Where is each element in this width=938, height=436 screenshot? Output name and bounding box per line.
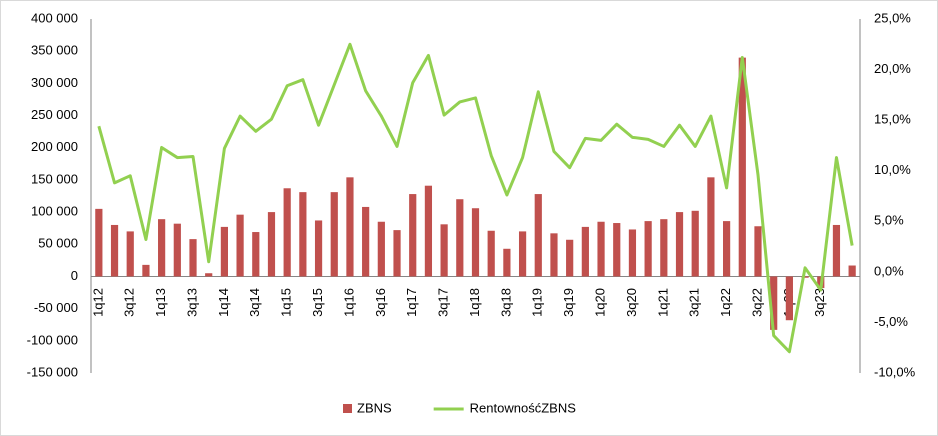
bar — [534, 194, 542, 277]
bar — [346, 177, 354, 277]
y-tick-label: 150 000 — [31, 171, 78, 186]
bar — [487, 230, 495, 277]
bar — [330, 192, 338, 277]
bar — [848, 265, 856, 277]
x-tick-label: 1q14 — [216, 288, 231, 317]
y2-tick-label: 0,0% — [874, 263, 904, 278]
bar — [267, 212, 276, 277]
bar — [503, 248, 511, 277]
bar — [95, 208, 103, 277]
bar — [158, 219, 166, 277]
bar — [770, 276, 778, 330]
bar — [409, 194, 417, 277]
bar — [691, 210, 699, 277]
x-tick-label: 1q21 — [655, 288, 670, 317]
y-tick-label: 350 000 — [31, 43, 78, 58]
y2-tick-label: -10,0% — [874, 364, 916, 379]
bar — [581, 226, 589, 277]
bar — [314, 220, 323, 277]
x-tick-label: 3q22 — [749, 288, 764, 317]
bar — [723, 221, 731, 277]
bar — [283, 188, 291, 277]
bar — [236, 214, 244, 277]
x-tick-label: 1q22 — [718, 288, 733, 317]
x-tick-label: 3q15 — [310, 288, 325, 317]
y-tick-label: 0 — [71, 268, 78, 283]
bar — [566, 239, 574, 277]
bar — [456, 199, 464, 277]
bar — [738, 57, 746, 277]
bar — [362, 206, 370, 277]
bar — [675, 212, 684, 277]
bar — [189, 239, 197, 277]
bar — [252, 232, 260, 277]
bar — [613, 223, 621, 277]
x-tick-label: 1q12 — [90, 288, 105, 317]
x-tick-label: 3q20 — [624, 288, 639, 317]
x-tick-label: 1q15 — [279, 288, 294, 317]
x-tick-label: 1q20 — [592, 288, 607, 317]
y2-tick-label: 5,0% — [874, 213, 904, 228]
line — [97, 42, 854, 354]
bar — [377, 221, 385, 277]
y-tick-label: -100 000 — [27, 332, 78, 347]
x-tick-label: 3q19 — [561, 288, 576, 317]
x-tick-label: 3q14 — [247, 288, 262, 317]
x-tick-label: 1q13 — [153, 288, 168, 317]
bar — [628, 229, 637, 277]
bar — [142, 264, 150, 277]
x-tick-label: 3q13 — [184, 288, 199, 317]
bar — [471, 208, 480, 277]
y-tick-label: 250 000 — [31, 107, 78, 122]
y-tick-label: -150 000 — [27, 364, 78, 379]
y-tick-label: 200 000 — [31, 139, 78, 154]
bar — [205, 273, 213, 277]
x-tick-label: 1q19 — [530, 288, 545, 317]
bar — [707, 177, 715, 277]
y2-tick-label: -5,0% — [874, 314, 908, 329]
x-tick-label: 1q18 — [467, 288, 482, 317]
x-tick-label: 3q18 — [498, 288, 513, 317]
y-tick-label: 300 000 — [31, 75, 78, 90]
bar — [644, 221, 652, 277]
bar — [518, 231, 527, 277]
bar — [550, 233, 558, 277]
bar — [754, 226, 762, 277]
y2-tick-label: 10,0% — [874, 162, 911, 177]
bar — [220, 226, 228, 277]
x-tick-label: 1q16 — [341, 288, 356, 317]
bar — [660, 219, 668, 277]
bar — [393, 230, 401, 277]
bar — [597, 221, 605, 277]
y-tick-label: 400 000 — [31, 10, 78, 25]
x-tick-label: 3q16 — [373, 288, 388, 317]
y2-tick-label: 25,0% — [874, 10, 911, 25]
y2-tick-label: 20,0% — [874, 61, 911, 76]
legend-label: ZBNS — [357, 400, 392, 415]
legend-swatch — [343, 404, 352, 413]
x-tick-label: 3q17 — [436, 288, 451, 317]
bar — [424, 185, 433, 277]
bar — [440, 224, 448, 277]
bar — [785, 276, 793, 321]
y-tick-label: 50 000 — [38, 236, 78, 251]
bar — [801, 276, 809, 278]
y2-tick-label: 15,0% — [874, 112, 911, 127]
bar — [832, 224, 841, 277]
legend-label: RentownośćZBNS — [470, 400, 577, 415]
y-tick-label: -50 000 — [34, 300, 78, 315]
x-tick-label: 3q21 — [687, 288, 702, 317]
x-tick-label: 3q12 — [122, 288, 137, 317]
bar — [173, 223, 181, 277]
y-tick-label: 100 000 — [31, 204, 78, 219]
bar — [126, 231, 134, 277]
bar — [299, 192, 307, 277]
x-tick-label: 3q23 — [812, 288, 827, 317]
bar — [110, 224, 119, 277]
x-tick-label: 1q17 — [404, 288, 419, 317]
